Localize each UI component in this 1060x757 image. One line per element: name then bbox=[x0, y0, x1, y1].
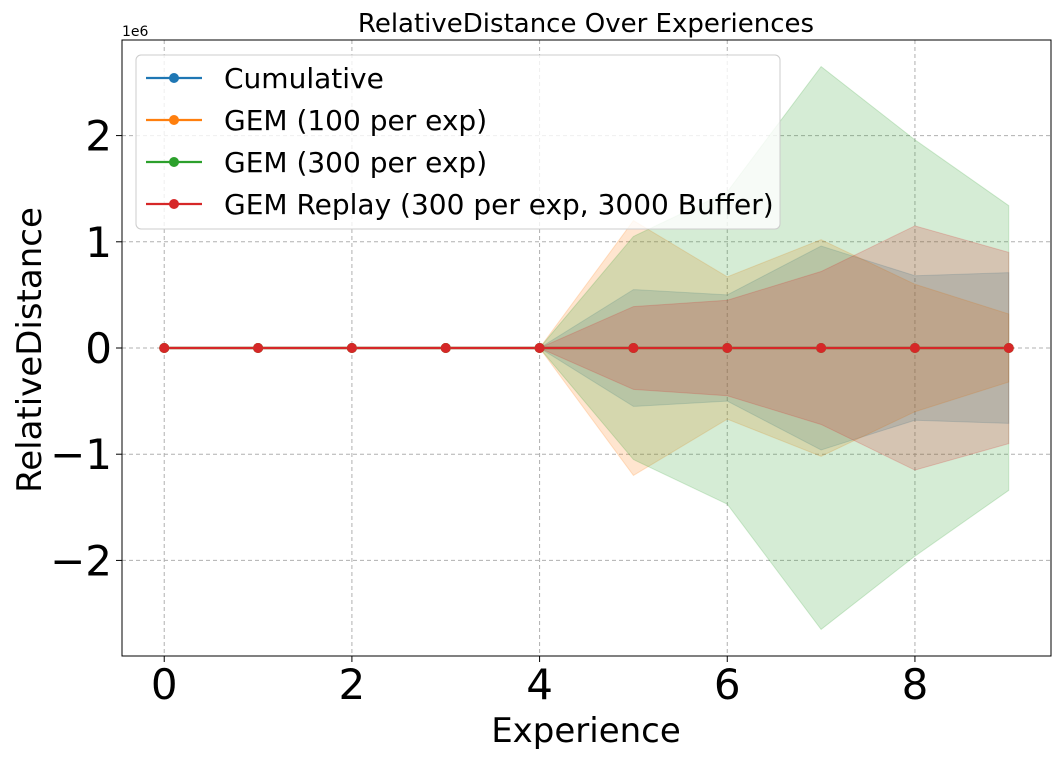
y-axis-offset-label: 1e6 bbox=[122, 24, 149, 40]
x-tick-label: 2 bbox=[339, 660, 366, 709]
data-point bbox=[534, 343, 545, 353]
x-tick-label: 4 bbox=[526, 660, 553, 709]
data-point bbox=[440, 343, 451, 353]
data-point bbox=[159, 343, 170, 353]
data-point bbox=[1003, 343, 1014, 353]
legend-label: GEM (300 per exp) bbox=[224, 146, 487, 179]
x-tick-label: 0 bbox=[151, 660, 178, 709]
y-tick-label: 0 bbox=[85, 324, 112, 373]
series-markers bbox=[159, 343, 1014, 353]
legend-marker bbox=[169, 199, 179, 209]
x-tick-label: 8 bbox=[902, 660, 929, 709]
legend-label: GEM Replay (300 per exp, 3000 Buffer) bbox=[224, 188, 774, 221]
legend: Cumulative GEM (100 per exp) GEM (300 per … bbox=[135, 54, 781, 230]
data-point bbox=[722, 343, 733, 353]
legend-box bbox=[135, 54, 781, 230]
y-tick-label: −2 bbox=[50, 536, 112, 585]
y-tick-label: 2 bbox=[85, 112, 112, 161]
y-tick-label: −1 bbox=[50, 430, 112, 479]
legend-marker bbox=[169, 73, 179, 83]
y-tick-label: 1 bbox=[85, 218, 112, 267]
axis-ticks: 0 2 4 6 8 −2 −1 0 1 2 bbox=[50, 112, 928, 709]
data-point bbox=[253, 343, 264, 353]
legend-label: GEM (100 per exp) bbox=[224, 104, 487, 137]
data-point bbox=[816, 343, 827, 353]
y-axis-label: RelativeDistance bbox=[10, 207, 50, 493]
chart-title: RelativeDistance Over Experiences bbox=[358, 9, 814, 39]
data-point bbox=[909, 343, 920, 353]
legend-label: Cumulative bbox=[224, 62, 384, 95]
data-point bbox=[346, 343, 357, 353]
x-tick-label: 6 bbox=[714, 660, 741, 709]
x-axis-label: Experience bbox=[491, 711, 681, 751]
legend-marker bbox=[169, 115, 179, 125]
legend-marker bbox=[169, 157, 179, 167]
data-point bbox=[628, 343, 639, 353]
